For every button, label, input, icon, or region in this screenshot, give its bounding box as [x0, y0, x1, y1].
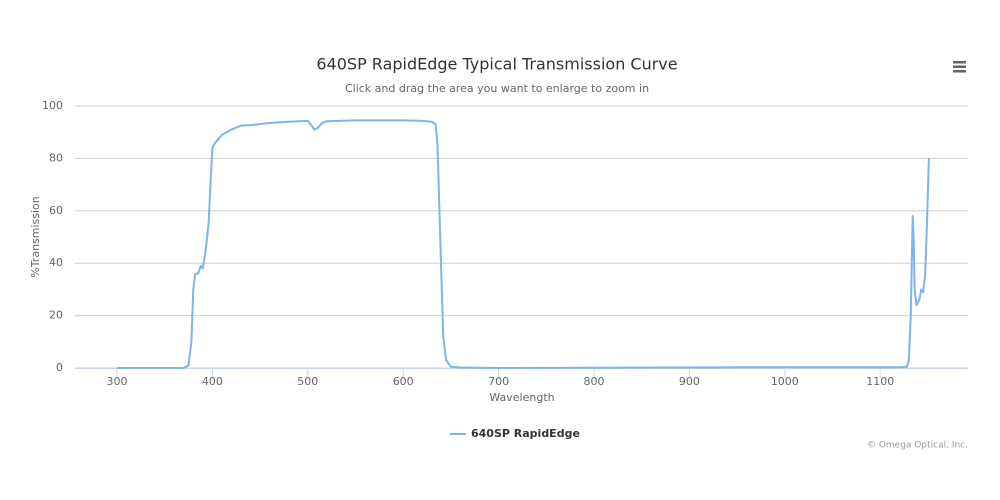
x-tick-label: 900 [679, 375, 700, 388]
chart-title: 640SP RapidEdge Typical Transmission Cur… [316, 55, 677, 74]
x-tick-label: 600 [393, 375, 414, 388]
y-axis-title: %Transmission [29, 196, 42, 278]
x-tick-label: 400 [202, 375, 223, 388]
x-axis-title: Wavelength [489, 391, 554, 404]
menu-bar [953, 61, 966, 64]
legend-label: 640SP RapidEdge [471, 427, 580, 440]
x-tick-label: 300 [106, 375, 127, 388]
y-tick-label: 40 [49, 256, 63, 269]
y-tick-label: 60 [49, 204, 63, 217]
chart-subtitle: Click and drag the area you want to enla… [345, 82, 649, 95]
menu-bar [953, 65, 966, 68]
x-tick-label: 500 [297, 375, 318, 388]
y-tick-label: 100 [42, 99, 63, 112]
menu-button[interactable] [946, 54, 974, 78]
x-tick-label: 1000 [771, 375, 799, 388]
credits: © Omega Optical, Inc. [867, 441, 968, 451]
series-line [116, 119, 930, 369]
x-tick-label: 700 [488, 375, 509, 388]
x-tick-label: 800 [584, 375, 605, 388]
y-tick-label: 20 [49, 309, 63, 322]
menu-bar [953, 70, 966, 73]
y-tick-label: 80 [49, 151, 63, 164]
y-tick-label: 0 [56, 361, 63, 374]
x-tick-label: 1100 [866, 375, 894, 388]
